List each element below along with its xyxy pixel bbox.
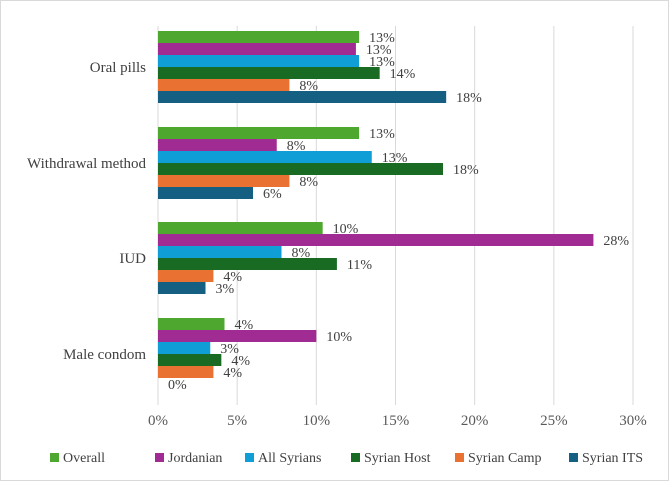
legend-label-overall: Overall	[63, 451, 105, 466]
bar-withdrawal-method-overall	[158, 127, 360, 139]
data-label-male-condom-syrian-camp: 4%	[223, 366, 242, 381]
x-tick-label: 10%	[303, 413, 331, 429]
data-label-male-condom-overall: 4%	[235, 318, 254, 333]
legend: Overall Jordanian All Syrians Syrian Host Sy…	[50, 451, 643, 466]
data-label-oral-pills-jordanian: 13%	[366, 43, 392, 58]
bar-male-condom-all-syrians	[158, 342, 211, 354]
data-label-withdrawal-method-syrian-host: 18%	[453, 163, 479, 178]
data-label-male-condom-syrian-host: 4%	[231, 354, 250, 369]
legend-label-all-syrians: All Syrians	[258, 451, 321, 466]
bar-iud-syrian-camp	[158, 270, 214, 282]
bar-iud-all-syrians	[158, 246, 282, 258]
bar-male-condom-syrian-host	[158, 354, 222, 366]
bar-oral-pills-jordanian	[158, 43, 356, 55]
bar-oral-pills-syrian-its	[158, 91, 447, 103]
bar-iud-syrian-host	[158, 258, 337, 270]
legend-swatch-all-syrians	[245, 453, 254, 462]
bar-oral-pills-all-syrians	[158, 55, 360, 67]
legend-label-syrian-its: Syrian ITS	[582, 451, 643, 466]
data-label-male-condom-jordanian: 10%	[326, 330, 352, 345]
x-tick-label: 15%	[382, 413, 410, 429]
bar-male-condom-overall	[158, 318, 225, 330]
data-label-iud-overall: 10%	[333, 222, 359, 237]
x-tick-label: 0%	[148, 413, 168, 429]
bar-oral-pills-syrian-camp	[158, 79, 290, 91]
bar-withdrawal-method-syrian-host	[158, 163, 443, 175]
data-label-male-condom-all-syrians: 3%	[220, 342, 239, 357]
legend-label-syrian-camp: Syrian Camp	[468, 451, 542, 466]
data-label-iud-syrian-camp: 4%	[223, 270, 242, 285]
category-labels: Oral pills Withdrawal method IUD Male condo…	[27, 60, 146, 363]
category-label-oral-pills: Oral pills	[90, 60, 146, 76]
data-label-oral-pills-syrian-its: 18%	[456, 91, 482, 106]
category-label-male-condom: Male condom	[63, 347, 146, 363]
x-tick-label: 25%	[540, 413, 568, 429]
data-label-iud-syrian-its: 3%	[216, 282, 235, 297]
bar-iud-jordanian	[158, 234, 594, 246]
bar-oral-pills-overall	[158, 31, 360, 43]
legend-label-syrian-host: Syrian Host	[364, 451, 431, 466]
legend-swatch-syrian-camp	[455, 453, 464, 462]
data-label-withdrawal-method-jordanian: 8%	[287, 139, 306, 154]
bar-withdrawal-method-syrian-camp	[158, 175, 290, 187]
bar-male-condom-syrian-camp	[158, 366, 214, 378]
data-label-withdrawal-method-syrian-its: 6%	[263, 187, 282, 202]
legend-swatch-syrian-its	[569, 453, 578, 462]
category-label-iud: IUD	[119, 251, 146, 267]
data-label-oral-pills-syrian-host: 14%	[390, 67, 416, 82]
bar-male-condom-jordanian	[158, 330, 317, 342]
bar-withdrawal-method-jordanian	[158, 139, 277, 151]
legend-swatch-jordanian	[155, 453, 164, 462]
bar-withdrawal-method-syrian-its	[158, 187, 253, 199]
data-label-oral-pills-syrian-camp: 8%	[299, 79, 318, 94]
data-label-withdrawal-method-syrian-camp: 8%	[299, 175, 318, 190]
x-tick-label: 20%	[461, 413, 489, 429]
x-axis-tick-labels: 0% 5% 10% 15% 20% 25% 30%	[148, 413, 647, 429]
bars	[158, 31, 594, 378]
data-label-oral-pills-overall: 13%	[369, 31, 395, 46]
legend-swatch-overall	[50, 453, 59, 462]
data-label-withdrawal-method-all-syrians: 13%	[382, 151, 408, 166]
bar-withdrawal-method-all-syrians	[158, 151, 372, 163]
data-label-oral-pills-all-syrians: 13%	[369, 55, 395, 70]
data-label-withdrawal-method-overall: 13%	[369, 127, 395, 142]
data-label-iud-all-syrians: 8%	[292, 246, 311, 261]
legend-label-jordanian: Jordanian	[168, 451, 222, 466]
data-label-iud-jordanian: 28%	[603, 234, 629, 249]
data-label-iud-syrian-host: 11%	[347, 258, 372, 273]
legend-swatch-syrian-host	[351, 453, 360, 462]
data-label-male-condom-syrian-its: 0%	[168, 378, 187, 393]
data-labels: 13%13%13%14%8%18%13%8%13%18%8%6%10%28%8%…	[168, 31, 629, 393]
category-label-withdrawal-method: Withdrawal method	[27, 156, 146, 172]
x-tick-label: 5%	[227, 413, 247, 429]
bar-iud-syrian-its	[158, 282, 206, 294]
bar-oral-pills-syrian-host	[158, 67, 380, 79]
bar-iud-overall	[158, 222, 323, 234]
x-tick-label: 30%	[619, 413, 647, 429]
